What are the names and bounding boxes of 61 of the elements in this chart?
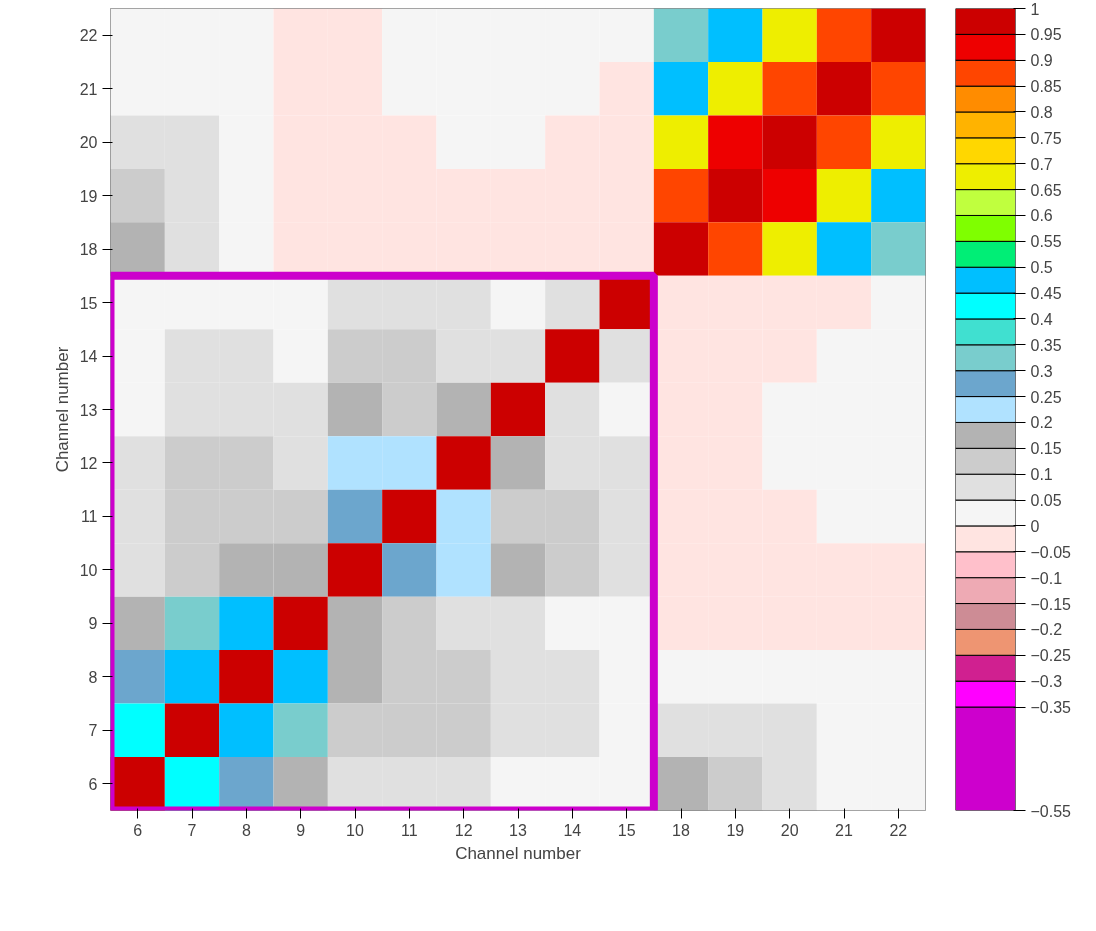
y-tick-label: 21 [79,80,98,98]
x-tick-label: 9 [296,821,306,839]
color-bar-label: 0.9 [1030,52,1053,70]
color-bar-label: 0.6 [1030,207,1053,225]
color-bar-label: −0.1 [1030,569,1063,587]
color-bar-label: −0.15 [1030,595,1072,613]
color-bar-label: 0.15 [1030,440,1062,458]
x-tick-label: 19 [726,821,745,839]
x-tick-label: 10 [346,821,364,839]
x-tick-label: 22 [889,821,908,839]
x-tick-label: 7 [187,821,197,839]
y-tick-label: 11 [80,508,98,526]
color-bar-label: 1 [1030,0,1040,18]
color-bar-label: −0.2 [1030,621,1063,639]
color-bar-label: 0.65 [1030,181,1062,199]
color-bar-label: 0.7 [1030,155,1053,173]
color-bar-label: −0.55 [1030,802,1072,820]
y-tick-label: 13 [79,401,98,419]
y-tick-label: 19 [79,187,98,205]
color-bar-label: 0.85 [1030,78,1062,96]
color-bar-label: −0.35 [1030,699,1072,717]
y-tick-label: 6 [88,775,98,793]
y-tick-label: 8 [88,668,98,686]
y-axis-title: Channel number [52,346,72,473]
y-tick-label: 15 [79,294,98,312]
y-tick-label: 22 [79,27,98,45]
y-tick-label: 14 [79,348,98,366]
y-tick-label: 12 [79,454,98,472]
x-tick-label: 18 [672,821,690,839]
color-bar-label: 0.45 [1030,285,1062,303]
y-tick-label: 18 [79,241,98,259]
color-bar-label: 0.35 [1030,336,1062,354]
color-bar-label: 0.95 [1030,26,1062,44]
color-bar-label: −0.3 [1030,673,1063,691]
color-bar-label: 0.1 [1030,466,1053,484]
color-bar-label: 0.55 [1030,233,1062,251]
x-tick-label: 6 [133,821,143,839]
x-axis-title: Channel number [455,843,582,863]
x-tick-label: 8 [241,821,251,839]
color-bar-label: 0.2 [1030,414,1053,432]
color-bar-label: −0.05 [1030,543,1072,561]
color-bar-label: 0 [1030,517,1040,535]
y-tick-label: 10 [79,561,98,579]
color-bar-label: 0.25 [1030,388,1062,406]
y-tick-label: 20 [79,134,98,152]
x-tick-label: 14 [563,821,582,839]
color-bar-label: 0.4 [1030,310,1053,328]
x-tick-label: 12 [454,821,473,839]
color-bar-label: 0.5 [1030,259,1053,277]
color-bar-label: −0.25 [1030,647,1072,665]
color-bar-label: 0.05 [1030,492,1062,510]
x-tick-label: 13 [509,821,527,839]
color-bar-label: 0.75 [1030,129,1062,147]
x-tick-label: 21 [835,821,853,839]
x-tick-label: 11 [401,821,418,839]
y-tick-label: 9 [88,615,98,633]
x-tick-label: 20 [780,821,799,839]
color-bar-label: 0.3 [1030,362,1053,380]
y-tick-label: 7 [88,722,98,740]
color-bar-label: 0.8 [1030,103,1053,121]
x-tick-label: 15 [617,821,636,839]
